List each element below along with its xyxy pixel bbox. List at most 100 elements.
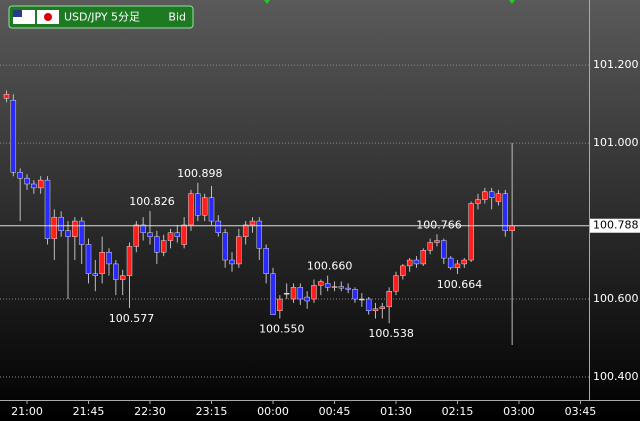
x-tick-label: 01:30 bbox=[380, 405, 412, 418]
candle-body bbox=[270, 273, 276, 315]
high-label: 100.898 bbox=[177, 167, 223, 180]
candle-body bbox=[441, 240, 447, 259]
candle-body bbox=[454, 263, 461, 269]
high-label: 100.826 bbox=[129, 195, 175, 208]
x-tick-label: 23:15 bbox=[196, 405, 228, 418]
low-label: 100.577 bbox=[109, 312, 155, 325]
candle-body bbox=[44, 179, 51, 239]
candle-body bbox=[468, 203, 474, 261]
candle-body bbox=[17, 172, 23, 179]
candle-body bbox=[311, 285, 317, 300]
candle-body bbox=[379, 306, 386, 309]
candle-body bbox=[249, 220, 256, 226]
candle-body bbox=[372, 308, 379, 311]
candle-body bbox=[51, 216, 58, 239]
candle-body bbox=[318, 281, 324, 286]
candle-body bbox=[406, 259, 413, 267]
candle-body bbox=[37, 179, 44, 189]
candle-body bbox=[352, 289, 358, 300]
candle-body bbox=[65, 230, 71, 237]
candle-body bbox=[78, 220, 85, 245]
candle-body bbox=[393, 275, 399, 292]
candle-body bbox=[345, 287, 351, 290]
candle-body bbox=[113, 263, 119, 280]
candle-body bbox=[10, 99, 17, 173]
candle-body bbox=[215, 220, 222, 233]
low-label: 100.664 bbox=[437, 278, 483, 291]
x-tick-label: 21:45 bbox=[73, 405, 105, 418]
candle-body bbox=[304, 296, 310, 302]
candle-body bbox=[181, 224, 187, 245]
candle-body bbox=[386, 291, 392, 308]
title-box: USD/JPY 5分足 Bid bbox=[8, 5, 194, 29]
candle-body bbox=[475, 199, 481, 204]
candle-body bbox=[447, 257, 454, 269]
candle-body bbox=[413, 259, 420, 265]
candle-body bbox=[495, 193, 502, 202]
candle-body bbox=[119, 275, 126, 280]
candle-body bbox=[509, 225, 515, 231]
candle-body bbox=[160, 240, 167, 253]
candle-body bbox=[365, 298, 372, 311]
candle-body bbox=[174, 232, 181, 237]
jp-flag-sun bbox=[44, 13, 52, 21]
y-tick-label: 101.000 bbox=[593, 136, 639, 149]
x-tick-label: 03:00 bbox=[503, 405, 535, 418]
candle-body bbox=[256, 220, 263, 249]
candle-body bbox=[290, 287, 297, 300]
x-tick-label: 00:00 bbox=[257, 405, 289, 418]
candle-body bbox=[488, 191, 495, 198]
candle-body bbox=[140, 224, 146, 233]
candle-body bbox=[208, 197, 215, 222]
candle-body bbox=[99, 252, 105, 274]
current-price-box bbox=[590, 218, 640, 233]
candle-body bbox=[242, 224, 249, 237]
candle-body bbox=[331, 286, 338, 288]
candle-body bbox=[263, 248, 269, 274]
candle-body bbox=[201, 197, 208, 216]
candle-body bbox=[133, 224, 140, 247]
candle-body bbox=[222, 232, 228, 261]
x-tick-label: 21:00 bbox=[11, 405, 43, 418]
candle-body bbox=[147, 232, 153, 237]
y-tick-label: 100.600 bbox=[593, 292, 639, 305]
candle-body bbox=[3, 94, 10, 99]
candle-body bbox=[92, 273, 99, 276]
candle-body bbox=[277, 298, 283, 311]
low-label: 100.550 bbox=[259, 323, 305, 336]
candle-body bbox=[154, 236, 160, 253]
high-label: 100.660 bbox=[307, 260, 353, 273]
candle-body bbox=[338, 286, 345, 289]
us-flag-canton bbox=[13, 10, 22, 17]
candle-body bbox=[434, 240, 440, 243]
candle-body bbox=[58, 216, 64, 231]
candle-body bbox=[283, 292, 290, 295]
x-tick-label: 22:30 bbox=[134, 405, 166, 418]
candle-body bbox=[72, 220, 78, 237]
candle-body bbox=[229, 259, 235, 265]
y-tick-label: 101.200 bbox=[593, 58, 639, 71]
current-price-label: 100.788 bbox=[593, 219, 639, 232]
y-tick-label: 100.400 bbox=[593, 370, 639, 383]
candle-body bbox=[482, 191, 488, 200]
candle-body bbox=[400, 265, 406, 276]
x-tick-label: 03:45 bbox=[565, 405, 597, 418]
candle-body bbox=[236, 236, 242, 265]
high-label: 100.766 bbox=[416, 218, 462, 231]
chart-title: USD/JPY 5分足 bbox=[64, 11, 140, 24]
x-tick-label: 02:15 bbox=[442, 405, 474, 418]
candle-body bbox=[427, 242, 433, 251]
x-tick-label: 00:45 bbox=[319, 405, 351, 418]
candle-body bbox=[188, 193, 194, 226]
candle-body bbox=[420, 250, 427, 265]
candle-body bbox=[24, 177, 30, 185]
candle-body bbox=[324, 283, 331, 288]
candle-body bbox=[359, 298, 365, 301]
low-label: 100.538 bbox=[368, 327, 414, 340]
candle-body bbox=[195, 193, 201, 216]
candle-body bbox=[31, 183, 37, 189]
price-type: Bid bbox=[168, 11, 186, 24]
candle-body bbox=[167, 232, 174, 241]
